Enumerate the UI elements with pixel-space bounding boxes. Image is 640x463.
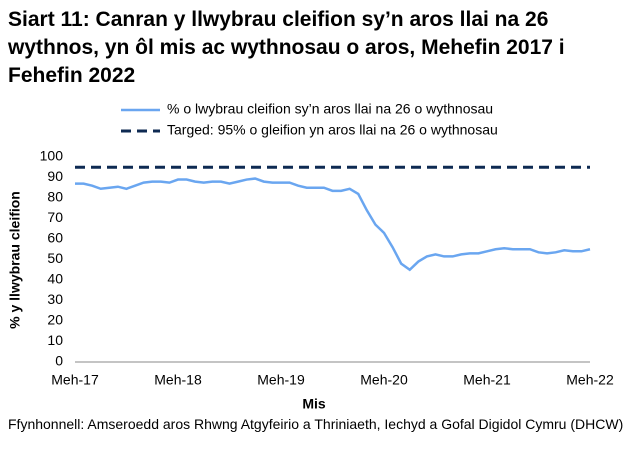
legend-label: % o lwybrau cleifion sy’n aros llai na 2… xyxy=(167,101,493,117)
x-tick-label: Meh-18 xyxy=(154,372,202,388)
y-axis-label: % y llwybrau cleifion xyxy=(7,191,23,329)
y-tick-label: 80 xyxy=(47,189,63,205)
x-axis-label: Mis xyxy=(302,396,326,410)
y-tick-label: 60 xyxy=(47,230,63,246)
y-tick-label: 50 xyxy=(47,250,63,266)
x-tick-label: Meh-21 xyxy=(463,372,511,388)
y-tick-label: 40 xyxy=(47,271,63,287)
x-tick-label: Meh-17 xyxy=(51,372,99,388)
y-tick-label: 90 xyxy=(47,168,63,184)
y-tick-label: 0 xyxy=(55,353,63,369)
y-tick-label: 100 xyxy=(40,148,64,164)
chart: Mis % y llwybrau cleifion 0 10 20 30 40 50 60 7… xyxy=(7,101,614,410)
x-tick-label: Meh-20 xyxy=(360,372,408,388)
x-tick-label: Meh-19 xyxy=(257,372,305,388)
source-note: Ffynhonnell: Amseroedd aros Rhwng Atgyfe… xyxy=(8,416,624,432)
line-series xyxy=(75,177,591,272)
y-tick-label: 70 xyxy=(47,209,63,225)
y-tick-label: 10 xyxy=(47,332,63,348)
x-tick-label: Meh-22 xyxy=(566,372,614,388)
y-tick-label: 30 xyxy=(47,291,63,307)
legend-label: Targed: 95% o gleifion yn aros llai na 2… xyxy=(167,122,498,138)
y-tick-label: 20 xyxy=(47,312,63,328)
chart-title: Siart 11: Canran y llwybrau cleifion sy’… xyxy=(8,8,565,87)
